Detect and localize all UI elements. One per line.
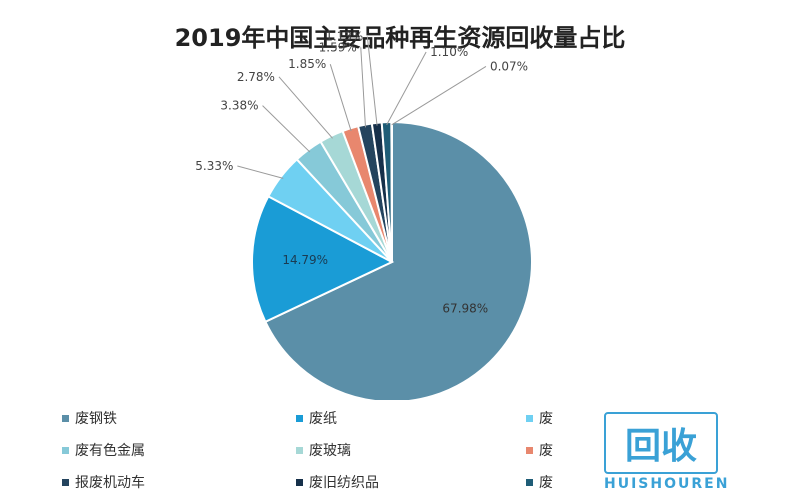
leader-line (262, 105, 311, 153)
legend-item: 废有色金属 (62, 440, 145, 460)
slice-label: 5.33% (195, 159, 233, 173)
legend-label: 废有色金属 (75, 443, 145, 459)
legend-label: 废钢铁 (75, 411, 117, 427)
leader-line (386, 51, 427, 126)
legend-label: 废玻璃 (309, 443, 351, 459)
legend-label: 废纸 (309, 411, 337, 427)
leader-line (329, 64, 352, 132)
slice-label: 2.78% (237, 70, 275, 84)
legend-item: 废 (526, 472, 553, 492)
legend-label: 废 (539, 411, 553, 427)
leader-line (237, 165, 284, 179)
watermark-main: 回收 (604, 412, 718, 474)
chart-title: 2019年中国主要品种再生资源回收量占比 (174, 24, 626, 52)
legend-item: 废钢铁 (62, 408, 117, 428)
slice-label: 3.38% (220, 99, 258, 113)
legend-swatch (62, 414, 69, 422)
pie-slice (390, 120, 393, 263)
legend-label: 废旧纺织品 (309, 475, 379, 491)
legend-swatch (296, 446, 303, 454)
leader-line (391, 65, 487, 126)
legend-item: 废 (526, 408, 553, 428)
pie-slice (264, 120, 533, 400)
legend-label: 废 (539, 475, 553, 491)
leader-line (360, 47, 366, 128)
slice-label: 1.13% (325, 30, 363, 44)
legend-item: 废旧纺织品 (296, 472, 379, 492)
slice-label: 1.59% (319, 40, 357, 54)
watermark-logo: 回收 HUISHOUREN (604, 402, 784, 492)
legend-swatch (62, 478, 69, 486)
legend-item: 报废机动车 (62, 472, 145, 492)
legend-item: 废 (526, 440, 553, 460)
legend-swatch (62, 446, 69, 454)
pie-slice (251, 194, 395, 324)
legend-item: 废纸 (296, 408, 337, 428)
legend-swatch (296, 478, 303, 486)
legend-label: 报废机动车 (75, 475, 145, 491)
legend-swatch (526, 414, 533, 422)
legend-swatch (526, 446, 533, 454)
leader-line (366, 36, 378, 126)
slice-label: 67.98% (442, 301, 488, 315)
slice-label: 14.79% (282, 253, 328, 267)
pie-chart: 67.98%14.79%5.33%3.38%2.78%1.85%1.59%1.1… (195, 30, 533, 400)
legend-swatch (526, 478, 533, 486)
legend-item: 废玻璃 (296, 440, 351, 460)
legend-swatch (296, 414, 303, 422)
leader-line (278, 76, 333, 139)
slice-label: 1.85% (288, 57, 326, 71)
slice-label: 1.10% (430, 45, 468, 59)
watermark-sub: HUISHOUREN (604, 476, 730, 492)
slice-label: 0.07% (490, 59, 528, 73)
legend-label: 废 (539, 443, 553, 459)
